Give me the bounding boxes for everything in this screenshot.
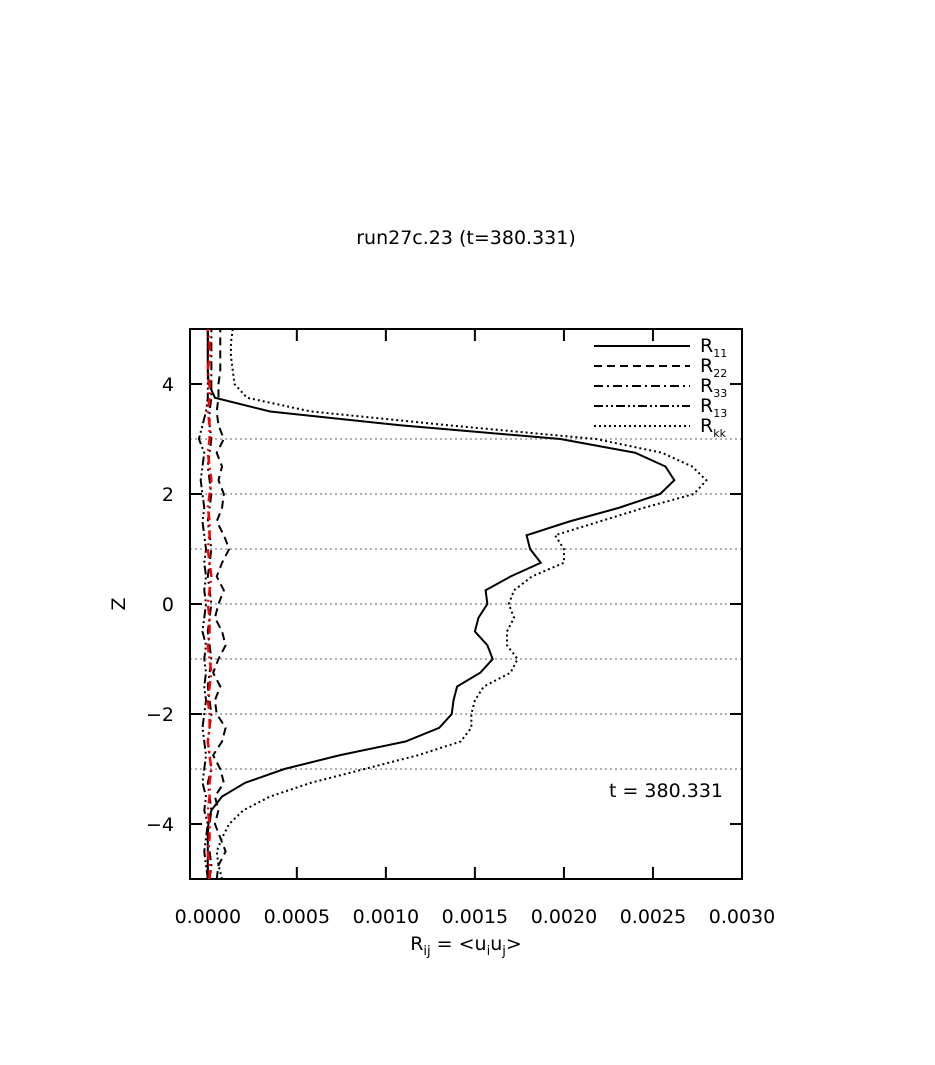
x-axis-label-part: = <u: [431, 933, 487, 955]
y-tick-label: 0: [162, 594, 174, 616]
data-line: [211, 329, 231, 880]
legend-label: R13: [700, 395, 727, 420]
y-tick-label: −4: [146, 814, 174, 836]
data-line: [206, 328, 213, 879]
data-line: [206, 329, 676, 879]
y-tick-label: 4: [162, 374, 174, 396]
x-tick-label: 0.0020: [531, 906, 597, 928]
legend-label: R22: [700, 355, 727, 380]
x-tick-label: 0.0015: [442, 906, 508, 928]
x-tick-label: 0.0030: [709, 906, 775, 928]
x-axis-label: Rij = <uiuj>: [410, 933, 522, 959]
y-tick-label: −2: [146, 704, 174, 726]
x-tick-label: 0.0005: [264, 906, 330, 928]
y-tick-label: 2: [162, 484, 174, 506]
data-line: [215, 328, 708, 880]
x-tick-label: 0.0025: [620, 906, 686, 928]
x-axis-label-part: u: [490, 933, 502, 955]
legend-label: Rkk: [700, 415, 727, 440]
x-axis-label-part: ij: [423, 944, 430, 959]
legend-label: R33: [700, 375, 727, 400]
x-axis-label-part: i: [487, 944, 491, 959]
annotation: t = 380.331: [609, 780, 723, 802]
x-axis-label-part: R: [410, 933, 423, 955]
legend-label: R11: [700, 335, 727, 360]
y-axis-label: Z: [108, 597, 130, 610]
x-tick-label: 0.0000: [175, 906, 241, 928]
x-axis-label-part: >: [506, 933, 522, 955]
data-line: [197, 329, 209, 880]
x-tick-label: 0.0010: [353, 906, 419, 928]
x-axis-label-part: j: [501, 944, 506, 959]
chart-title: run27c.23 (t=380.331): [356, 227, 576, 249]
